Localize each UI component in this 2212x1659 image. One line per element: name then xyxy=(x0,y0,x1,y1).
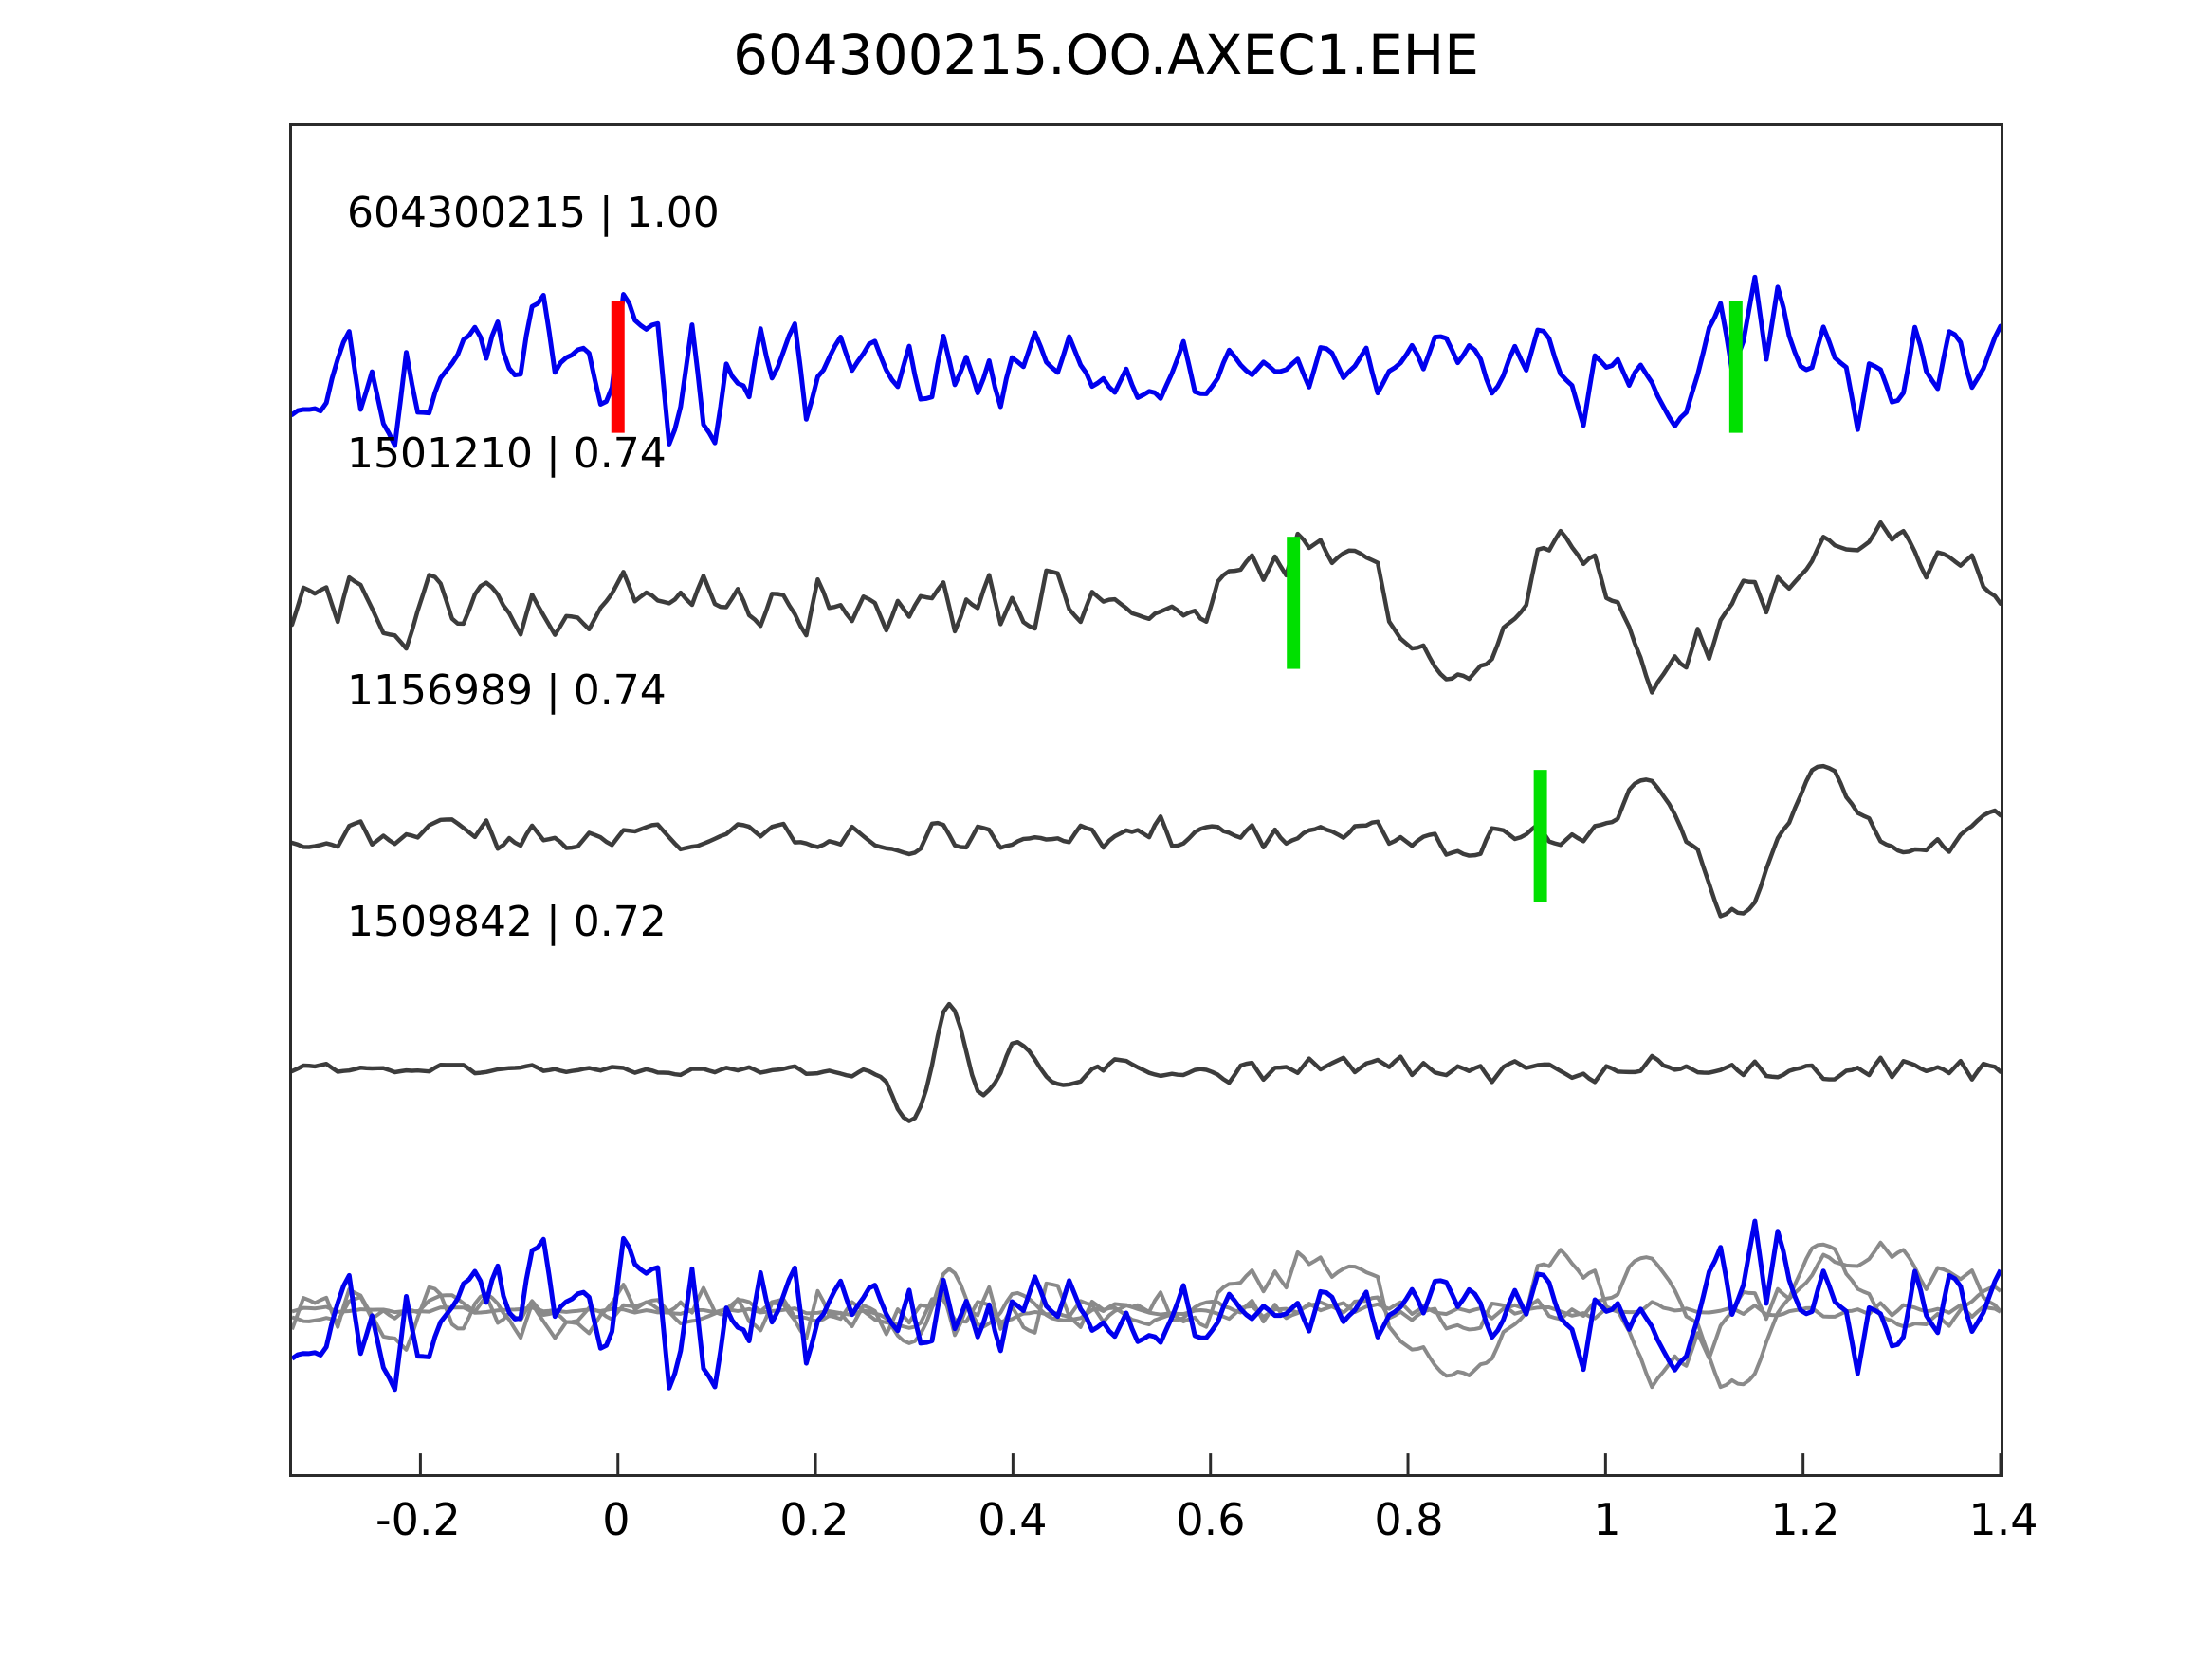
page-title: 604300215.OO.AXEC1.EHE xyxy=(733,23,1479,87)
x-tick-label: 1.2 xyxy=(1770,1494,1840,1545)
waveform-canvas xyxy=(292,274,2001,1474)
x-axis-ticks: -0.2 0 0.2 0.4 0.6 0.8 1 1.2 1.4 xyxy=(289,1477,2038,1591)
overlay-panel xyxy=(292,1218,2001,1393)
x-tick-label: 0.6 xyxy=(1176,1494,1246,1545)
pick-marker-s xyxy=(1728,301,1743,433)
x-tick-label: 0.8 xyxy=(1374,1494,1444,1545)
pick-marker-s xyxy=(1287,537,1301,669)
plot-axes: 604300215 | 1.00 1501210 | 0.74 1156989 … xyxy=(289,123,2003,1477)
trace-1501210 xyxy=(292,520,2001,695)
pick-marker-p xyxy=(611,301,625,433)
x-tick-label: 1 xyxy=(1593,1494,1621,1545)
x-tick-label: 0 xyxy=(602,1494,631,1545)
trace-1509842 xyxy=(292,1001,2001,1123)
pick-marker-s xyxy=(1533,770,1547,902)
x-tick-label: -0.2 xyxy=(375,1494,461,1545)
x-tick-label: 0.2 xyxy=(779,1494,850,1545)
x-tick-label: 1.4 xyxy=(1968,1494,2038,1545)
trace-1156989 xyxy=(292,763,2001,919)
x-tick-label: 0.4 xyxy=(978,1494,1048,1545)
trace-604300215 xyxy=(292,274,2001,448)
